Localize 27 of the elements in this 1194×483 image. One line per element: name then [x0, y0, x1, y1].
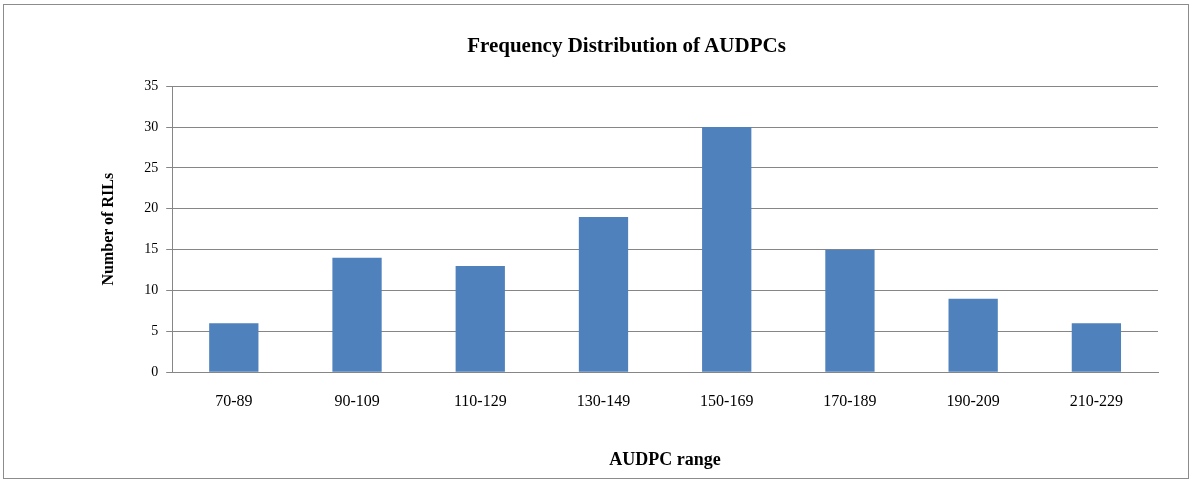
- y-tick-label: 25: [144, 159, 159, 175]
- bar: [455, 265, 505, 372]
- y-tick-label: 10: [144, 282, 159, 298]
- x-axis-title: AUDPC range: [609, 448, 721, 469]
- y-tick-label: 5: [151, 323, 159, 339]
- bar: [332, 257, 382, 372]
- x-tick-label: 190-209: [946, 392, 1000, 409]
- bar: [209, 323, 259, 372]
- y-tick-label: 30: [144, 118, 159, 134]
- y-tick-label: 20: [144, 200, 159, 216]
- bar: [825, 249, 875, 372]
- bar: [1071, 323, 1122, 372]
- y-axis-title: Number of RILs: [98, 172, 116, 286]
- x-tick-label: 170-189: [823, 392, 877, 409]
- y-tick-label: 15: [144, 241, 159, 257]
- bar: [948, 298, 998, 372]
- x-tick-label: 110-129: [453, 392, 507, 409]
- x-tick-label: 90-109: [334, 392, 380, 409]
- chart-title: Frequency Distribution of AUDPCs: [467, 33, 786, 58]
- x-tick-label: 210-229: [1069, 392, 1124, 409]
- bar: [578, 216, 629, 372]
- x-tick-label: 70-89: [215, 392, 253, 409]
- y-tick-label: 35: [144, 77, 159, 93]
- x-tick-label: 130-149: [576, 392, 631, 409]
- bar: [702, 127, 752, 372]
- y-tick-label: 0: [151, 363, 159, 379]
- x-tick-label: 150-169: [700, 392, 754, 409]
